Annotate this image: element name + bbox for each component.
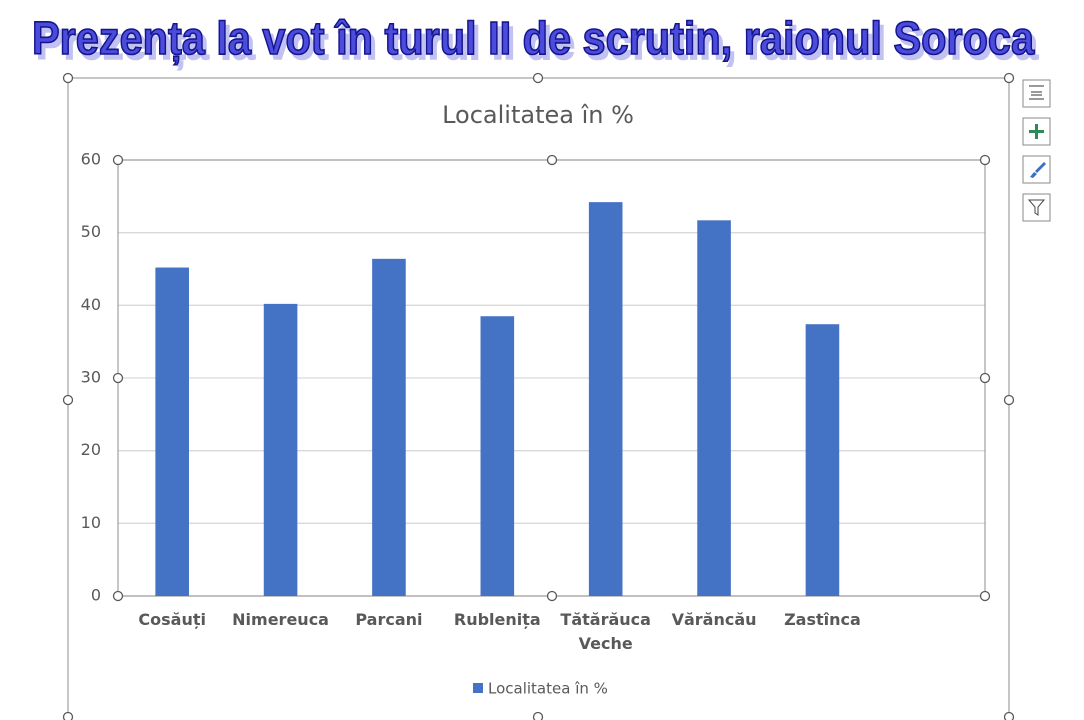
filter-button[interactable] bbox=[1022, 193, 1051, 222]
bar bbox=[155, 267, 189, 596]
selection-handle bbox=[979, 154, 991, 166]
x-tick-label-box: Vărăncău bbox=[671, 610, 757, 629]
x-tick-label: Parcani bbox=[355, 610, 423, 629]
selection-handle bbox=[979, 590, 991, 602]
selection-handle bbox=[1003, 394, 1015, 406]
x-tick-label: Nimereuca bbox=[232, 610, 329, 629]
bar bbox=[372, 258, 406, 596]
bar bbox=[480, 316, 515, 596]
icon bbox=[1030, 162, 1046, 178]
y-tick-label: 40 bbox=[81, 295, 101, 314]
selection-handle bbox=[112, 372, 124, 384]
y-tick-label: 0 bbox=[91, 586, 101, 605]
selection-handle bbox=[546, 154, 558, 166]
icon bbox=[1027, 199, 1046, 216]
x-tick-label: Rublenița bbox=[453, 610, 541, 629]
selection-handle bbox=[62, 72, 74, 84]
y-tick-label: 60 bbox=[81, 150, 101, 169]
selection-handle bbox=[546, 590, 558, 602]
legend-swatch bbox=[473, 683, 483, 693]
selection-handle bbox=[112, 154, 124, 166]
chart-tools bbox=[1022, 79, 1051, 222]
selection-handle bbox=[532, 72, 544, 84]
bar bbox=[588, 202, 623, 596]
selection-handle bbox=[112, 590, 124, 602]
selection-handle bbox=[1003, 72, 1015, 84]
x-tick-label-box: Zastînca bbox=[784, 610, 861, 629]
selection-handle bbox=[1003, 711, 1015, 720]
x-tick-label-box: Tătărăuca Veche bbox=[560, 610, 651, 653]
x-tick-label-box: Rublenița bbox=[453, 610, 541, 629]
selection-handle bbox=[62, 711, 74, 720]
styles-button[interactable] bbox=[1022, 155, 1051, 184]
bar bbox=[697, 220, 731, 596]
x-tick-label-box: Nimereuca bbox=[232, 610, 329, 629]
wordart-title: Prezența la vot în turul II de scrutin, … bbox=[32, 12, 1034, 65]
x-tick-label: Cosăuți bbox=[138, 610, 206, 629]
icon bbox=[1029, 124, 1044, 139]
x-tick-label: Tătărăuca Veche bbox=[560, 610, 651, 653]
bar bbox=[805, 324, 840, 596]
icon bbox=[1029, 85, 1044, 100]
selection-handle bbox=[979, 372, 991, 384]
x-tick-label-box: Cosăuți bbox=[138, 610, 206, 629]
chart-title: Localitatea în % bbox=[442, 101, 634, 129]
selection-handle bbox=[532, 711, 544, 720]
y-tick-label: 50 bbox=[81, 222, 101, 241]
x-tick-label-box: Parcani bbox=[355, 610, 423, 629]
y-tick-label: 30 bbox=[81, 368, 101, 387]
y-tick-label: 10 bbox=[81, 513, 101, 532]
legend-label: Localitatea în % bbox=[488, 680, 608, 698]
selection-handle bbox=[62, 394, 74, 406]
bar bbox=[263, 303, 298, 596]
x-tick-label: Zastînca bbox=[784, 610, 861, 629]
x-tick-label: Vărăncău bbox=[671, 610, 757, 629]
y-tick-label: 20 bbox=[81, 440, 101, 459]
layout-button[interactable] bbox=[1022, 79, 1051, 108]
